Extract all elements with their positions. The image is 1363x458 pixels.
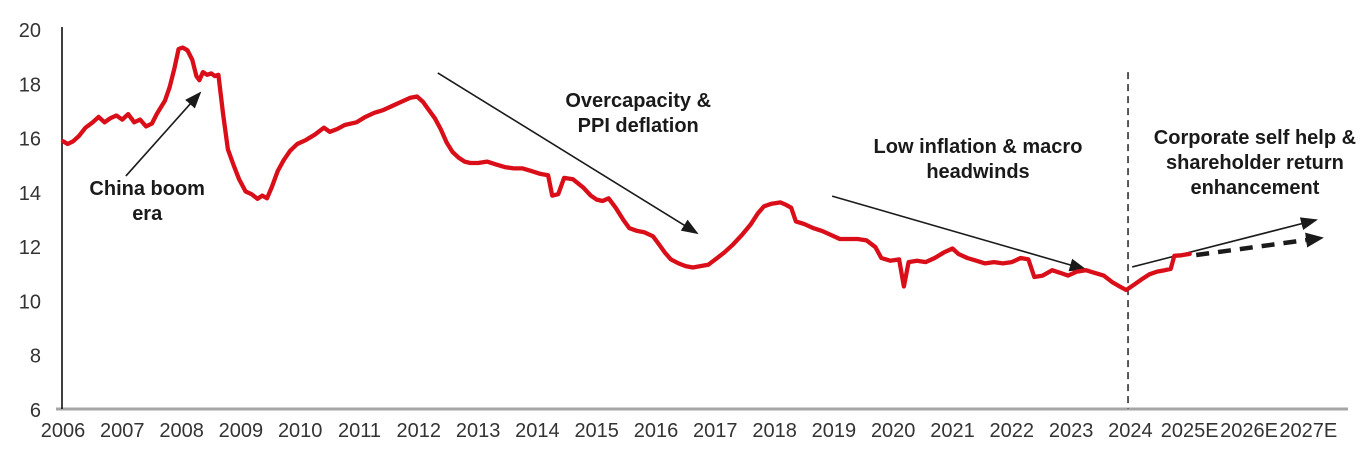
low-inflation-arrow	[831, 195, 1087, 272]
x-tick-label: 2015	[574, 420, 619, 442]
y-tick-label: 14	[19, 183, 41, 205]
corporate-self-help-label: Corporate self help & shareholder return e…	[1154, 127, 1356, 199]
x-tick-label: 2025E	[1161, 420, 1219, 442]
x-tick-label: 2010	[278, 420, 323, 442]
x-tick-label: 2016	[634, 420, 679, 442]
y-tick-label: 20	[19, 20, 41, 42]
x-tick-label: 2008	[159, 420, 204, 442]
x-tick-label: 2021	[930, 420, 975, 442]
x-tick-label: 2023	[1049, 420, 1094, 442]
x-tick-label: 2018	[752, 420, 797, 442]
x-tick-label: 2012	[397, 420, 442, 442]
overcapacity-label: Overcapacity & PPI deflation	[565, 90, 711, 137]
china-boom-arrow	[125, 91, 202, 177]
x-tick-label: 2009	[219, 420, 264, 442]
y-tick-label: 8	[30, 346, 41, 368]
x-tick-label: 2017	[693, 420, 738, 442]
y-tick-label: 6	[30, 400, 41, 422]
x-tick-label: 2006	[41, 420, 86, 442]
y-tick-label: 10	[19, 291, 41, 313]
x-tick-label: 2019	[812, 420, 857, 442]
x-tick-label: 2022	[990, 420, 1035, 442]
y-tick-label: 16	[19, 129, 41, 151]
data-line	[60, 45, 1192, 293]
overcapacity-arrow	[437, 72, 699, 235]
low-inflation-label: Low inflation & macro headwinds	[874, 136, 1083, 183]
x-tick-label: 2013	[456, 420, 501, 442]
projection-solid-arrow	[1131, 217, 1318, 268]
y-tick-label: 12	[19, 237, 41, 259]
x-tick-label: 2027E	[1279, 420, 1337, 442]
x-tick-label: 2020	[871, 420, 916, 442]
china-boom-label: China boom era	[89, 178, 205, 225]
x-tick-label: 2011	[338, 420, 381, 442]
x-tick-label: 2007	[100, 420, 145, 442]
y-tick-label: 18	[19, 74, 41, 96]
x-tick-label: 2026E	[1220, 420, 1278, 442]
x-tick-label: 2024	[1108, 420, 1153, 442]
x-tick-label: 2014	[515, 420, 560, 442]
